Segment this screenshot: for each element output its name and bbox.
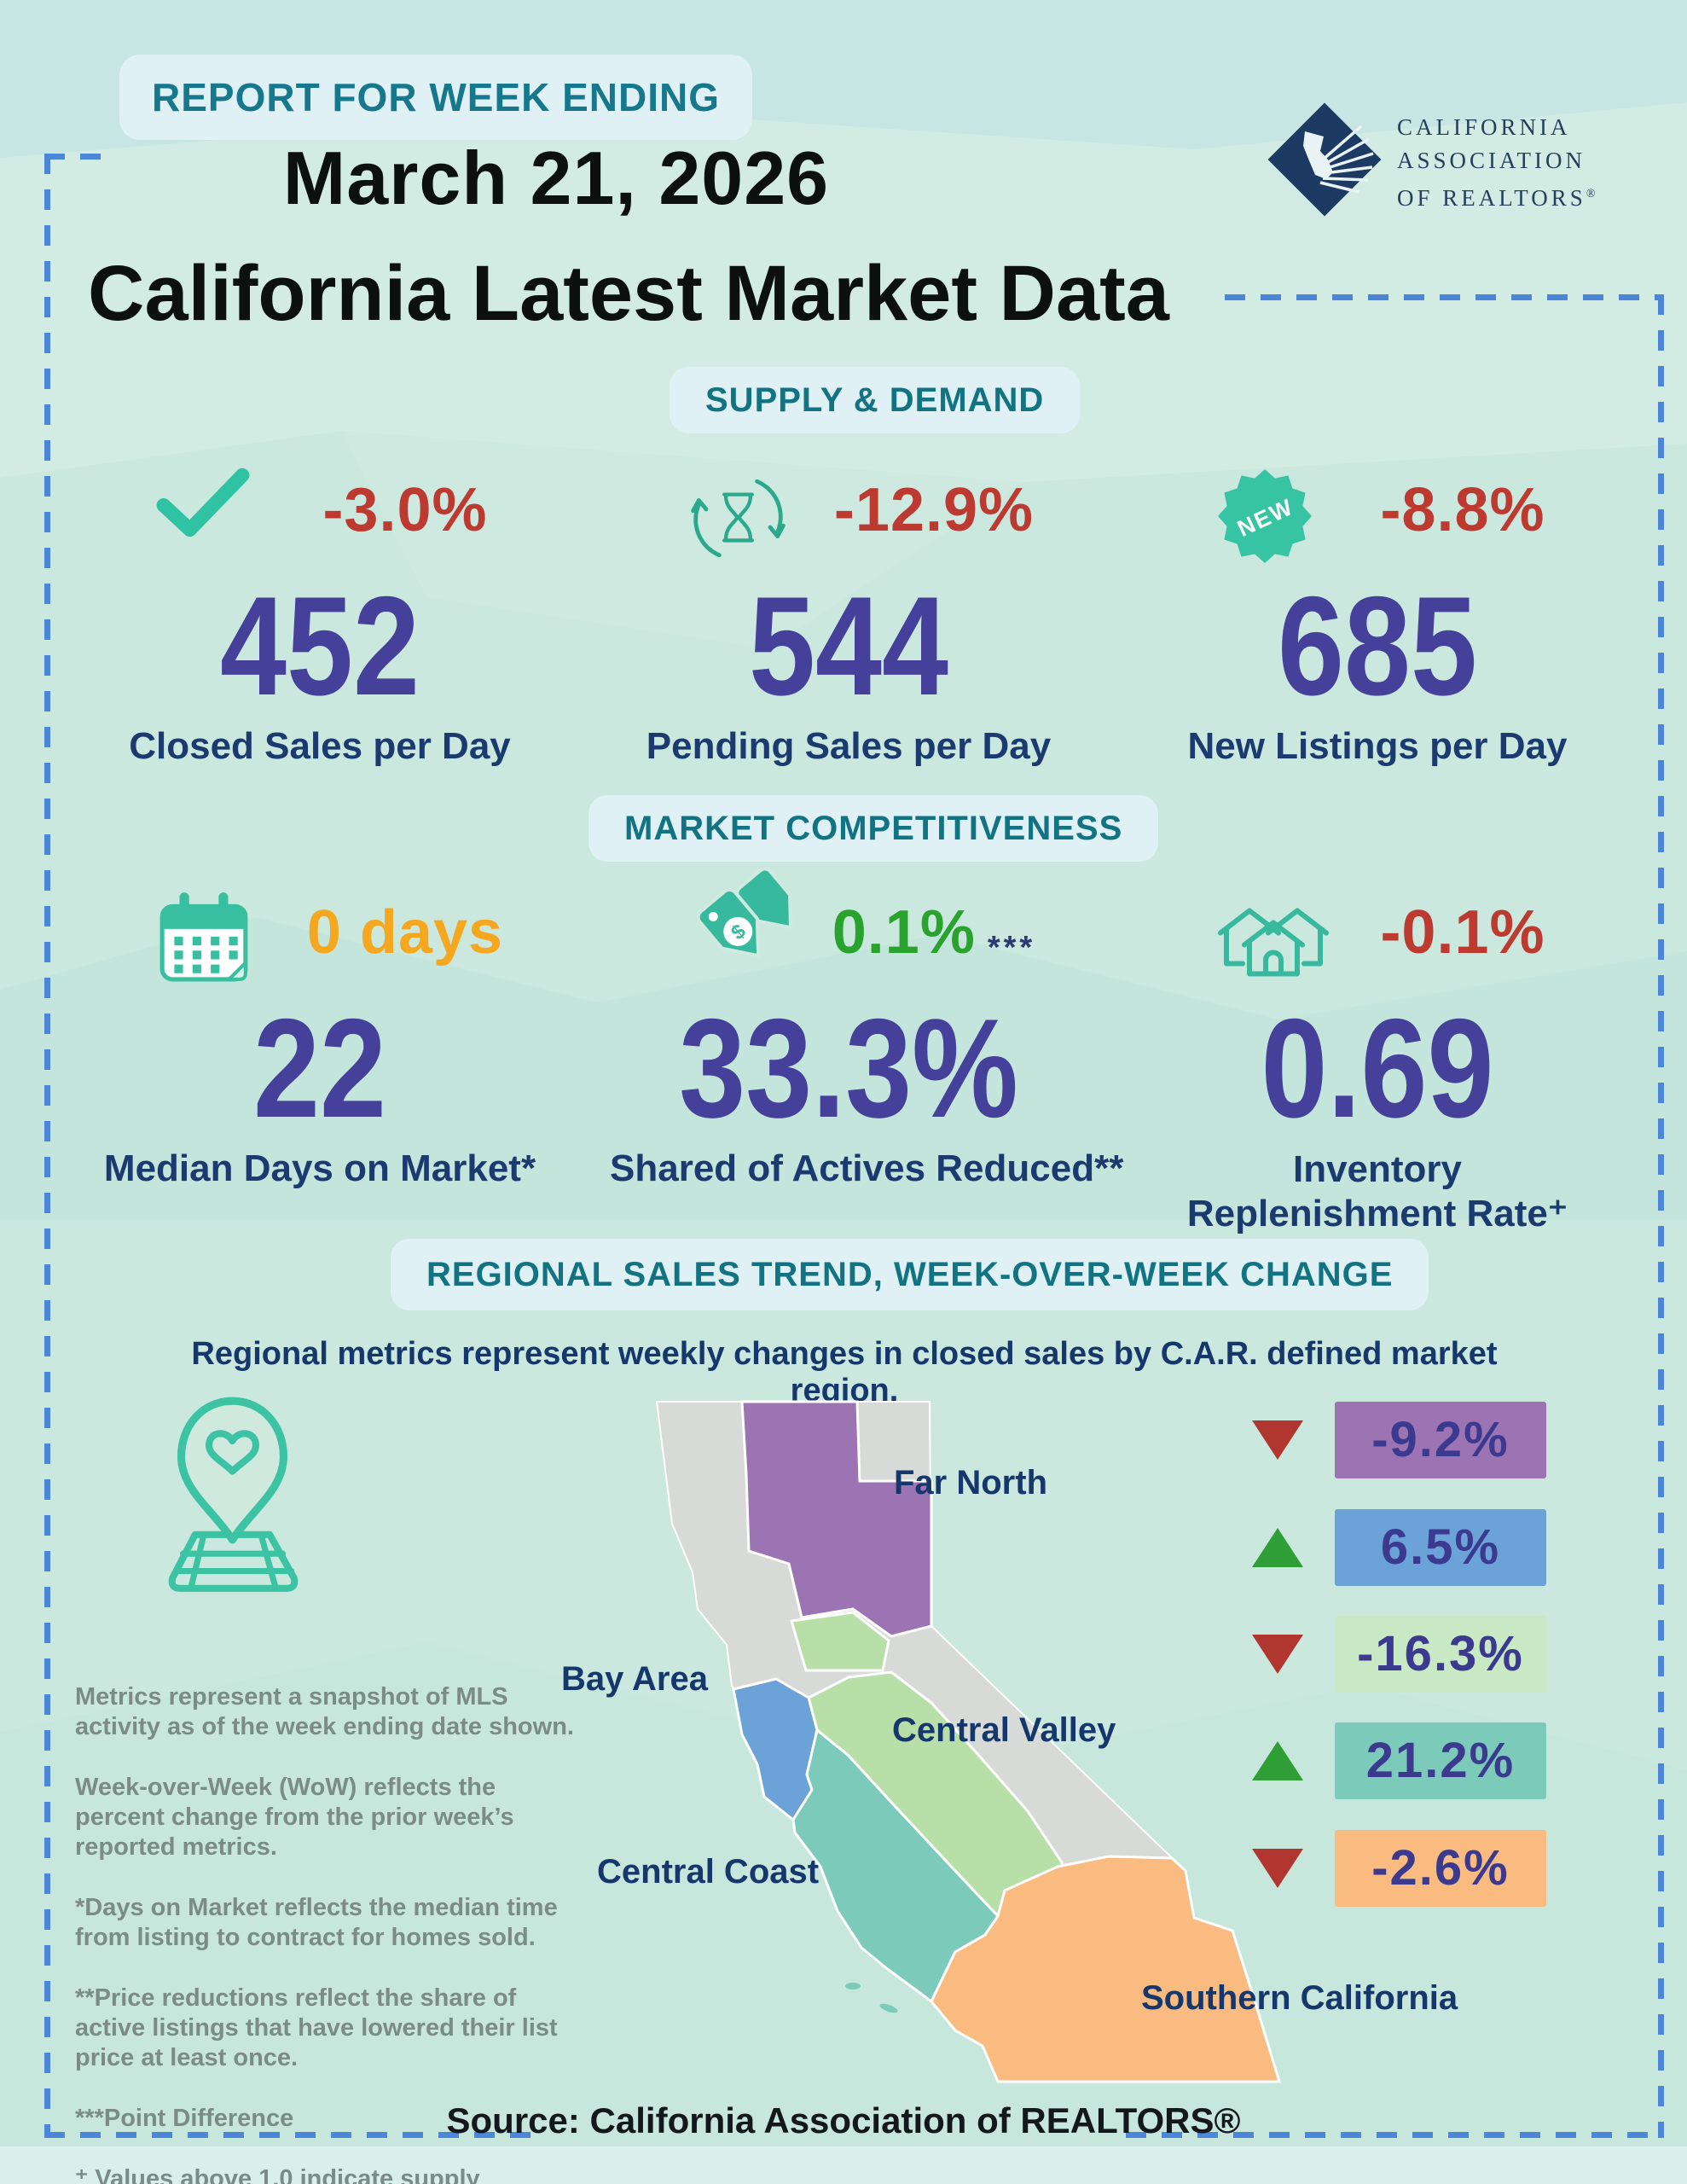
car-logo: CALIFORNIA ASSOCIATION OF REALTORS® <box>1261 96 1653 241</box>
metric-delta: 0 days <box>306 898 504 967</box>
down-triangle-icon <box>1252 1849 1303 1888</box>
footnotes: Metrics represent a snapshot of MLS acti… <box>75 1682 587 2184</box>
source-attribution: Source: California Association of REALTO… <box>446 2100 1241 2140</box>
dashed-border-bottom-right <box>1126 2132 1663 2138</box>
houses-icon <box>1214 887 1329 993</box>
report-week-badge: REPORT FOR WEEK ENDING <box>119 55 753 140</box>
up-triangle-icon <box>1252 1528 1303 1567</box>
metric-label: New Listings per Day <box>1187 725 1568 767</box>
map-region-bay-area <box>732 1677 819 1822</box>
metric-inventory-replenishment: -0.1% 0.69 Inventory Replenishment Rate⁺ <box>1139 887 1616 1246</box>
footnote: **Price reductions reflect the share of … <box>75 1984 558 2071</box>
dashed-border-top-right <box>1225 294 1663 300</box>
metric-label: Closed Sales per Day <box>129 725 511 767</box>
region-change-row-bay-area: 6.5% <box>1252 1509 1551 1586</box>
section-heading-regional: REGIONAL SALES TREND, WEEK-OVER-WEEK CHA… <box>391 1239 1429 1310</box>
dashed-border-right <box>1658 294 1664 2138</box>
car-logo-text: CALIFORNIA ASSOCIATION OF REALTORS® <box>1397 111 1598 215</box>
region-label-far-north: Far North <box>894 1464 1047 1502</box>
check-icon <box>156 465 269 571</box>
map-channel-island <box>845 1983 861 1989</box>
region-change-row-central-coast: 21.2% <box>1252 1722 1551 1799</box>
metric-value: 685 <box>1277 567 1477 724</box>
map-region-sacramento-valley <box>790 1611 890 1672</box>
dashed-border-top-left <box>44 154 111 160</box>
metric-delta: -12.9% <box>833 476 1035 544</box>
region-change-badge: -16.3% <box>1335 1616 1546 1693</box>
region-change-badge: 6.5% <box>1335 1509 1546 1586</box>
region-label-bay-area: Bay Area <box>561 1660 708 1698</box>
region-change-badge: -9.2% <box>1335 1402 1546 1478</box>
metric-delta: -3.0% <box>322 476 488 544</box>
page-title: California Latest Market Data <box>88 250 1169 337</box>
region-change-badge: -2.6% <box>1335 1830 1546 1907</box>
california-map <box>655 1400 1282 2083</box>
metric-delta: 0.1% *** <box>832 898 1036 967</box>
region-label-southern-california: Southern California <box>1141 1979 1458 2017</box>
hourglass-cycle-icon <box>685 465 797 571</box>
region-change-row-far-north: -9.2% <box>1252 1402 1551 1478</box>
metric-label: Inventory Replenishment Rate⁺ <box>1186 1148 1568 1234</box>
car-logo-icon <box>1267 102 1382 217</box>
section-heading-supply-demand: SUPPLY & DEMAND <box>670 367 1081 433</box>
calendar-icon <box>156 887 269 993</box>
metric-actives-reduced: $ 0.1% *** 33.3% Shared of Actives Reduce… <box>610 867 1124 1246</box>
metric-value: 22 <box>252 990 387 1147</box>
footnote: ⁺ Values above 1.0 indicate supply expan… <box>75 2165 480 2184</box>
point-difference-note: *** <box>987 930 1036 966</box>
map-region-southern-california <box>930 1855 1282 2083</box>
map-channel-island <box>879 2003 898 2013</box>
metric-value: 544 <box>748 567 948 724</box>
up-triangle-icon <box>1252 1741 1303 1780</box>
region-change-badge: 21.2% <box>1335 1722 1546 1799</box>
metric-label: Median Days on Market* <box>103 1147 536 1189</box>
metric-value: 452 <box>219 567 420 724</box>
price-tags-icon: $ <box>685 867 797 993</box>
dashed-border-left <box>44 154 50 2138</box>
logo-line-1: CALIFORNIA <box>1397 114 1571 140</box>
metric-median-days: 0 days 22 Median Days on Market* <box>81 887 559 1246</box>
down-triangle-icon <box>1252 1420 1303 1460</box>
report-date: March 21, 2026 <box>282 136 830 220</box>
metric-value: 33.3% <box>679 990 1018 1147</box>
region-change-row-central-valley: -16.3% <box>1252 1616 1551 1693</box>
region-change-row-southern-california: -2.6% <box>1252 1830 1551 1907</box>
region-label-central-coast: Central Coast <box>597 1853 820 1891</box>
metric-new-listings: NEW -8.8% 685 New Listings per Day <box>1139 465 1616 823</box>
metric-delta: -8.8% <box>1380 476 1545 544</box>
metric-label: Pending Sales per Day <box>646 725 1052 767</box>
metric-value: 0.69 <box>1261 990 1494 1147</box>
logo-line-2: ASSOCIATION <box>1397 148 1586 173</box>
dashed-border-bottom-left <box>44 2132 546 2138</box>
footnote: Week-over-Week (WoW) reflects the percen… <box>75 1774 514 1861</box>
new-badge-icon: NEW <box>1214 465 1326 571</box>
metric-label: Shared of Actives Reduced** <box>610 1147 1124 1189</box>
metric-delta: -0.1% <box>1380 898 1545 967</box>
down-triangle-icon <box>1252 1635 1303 1674</box>
map-pin-heart-icon <box>141 1389 324 1649</box>
metric-closed-sales: -3.0% 452 Closed Sales per Day <box>81 465 559 823</box>
map-region-far-north <box>740 1400 933 1638</box>
footnote: *Days on Market reflects the median time… <box>75 1894 558 1951</box>
footnote: Metrics represent a snapshot of MLS acti… <box>75 1683 574 1740</box>
metric-pending-sales: -12.9% 544 Pending Sales per Day <box>610 465 1087 823</box>
logo-line-3: OF REALTORS® <box>1397 185 1599 211</box>
footnote: ***Point Difference <box>75 2105 294 2132</box>
region-label-central-valley: Central Valley <box>892 1711 1116 1749</box>
section-heading-market-competitiveness: MARKET COMPETITIVENESS <box>588 795 1159 862</box>
